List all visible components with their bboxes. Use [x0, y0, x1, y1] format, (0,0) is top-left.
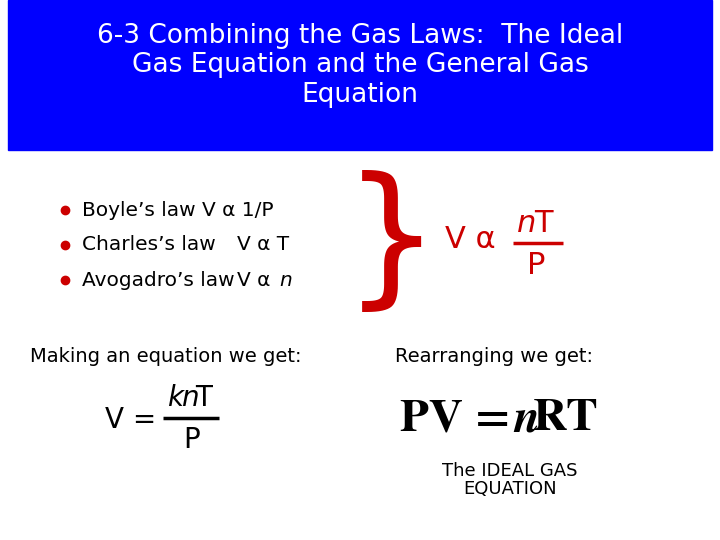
Text: V α: V α	[237, 271, 276, 289]
Text: The IDEAL GAS: The IDEAL GAS	[442, 462, 577, 480]
Text: Charles’s law: Charles’s law	[82, 235, 216, 254]
Text: Equation: Equation	[302, 82, 418, 108]
Text: Rearranging we get:: Rearranging we get:	[395, 347, 593, 366]
Text: n: n	[517, 208, 536, 238]
Text: n: n	[279, 271, 292, 289]
Text: Gas Equation and the General Gas: Gas Equation and the General Gas	[132, 52, 588, 78]
Text: T: T	[195, 384, 212, 412]
Text: P: P	[527, 251, 545, 280]
Text: PV =: PV =	[400, 400, 522, 441]
Text: V α T: V α T	[237, 235, 289, 254]
Text: }: }	[343, 171, 441, 320]
Text: RT: RT	[533, 400, 598, 441]
Bar	[8, 0, 712, 150]
Text: Boyle’s law V α 1/P: Boyle’s law V α 1/P	[82, 200, 274, 219]
Text: T: T	[534, 208, 552, 238]
Text: EQUATION: EQUATION	[463, 480, 557, 498]
Text: 6-3 Combining the Gas Laws:  The Ideal: 6-3 Combining the Gas Laws: The Ideal	[97, 23, 623, 49]
Text: V =: V =	[105, 406, 156, 434]
Text: Avogadro’s law: Avogadro’s law	[82, 271, 235, 289]
Text: k: k	[167, 384, 183, 412]
Text: Making an equation we get:: Making an equation we get:	[30, 347, 302, 366]
Text: V α: V α	[445, 226, 495, 254]
Text: n: n	[513, 399, 539, 442]
Text: n: n	[181, 384, 199, 412]
Text: P: P	[183, 426, 199, 454]
